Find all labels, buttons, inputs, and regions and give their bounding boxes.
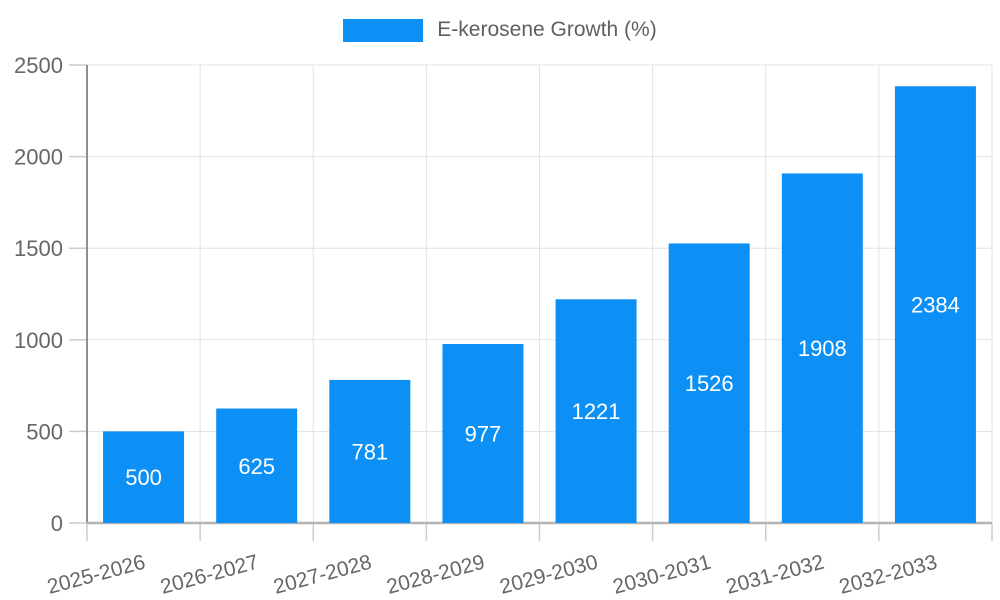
bar-value-label: 1526 — [685, 371, 734, 396]
bar[interactable] — [329, 379, 411, 523]
y-tick-label: 2500 — [14, 53, 63, 78]
y-tick-label: 500 — [26, 419, 63, 444]
bar-value-label: 625 — [238, 454, 275, 479]
bar[interactable] — [442, 344, 524, 523]
x-tick-label: 2025-2026 — [45, 551, 148, 599]
y-tick-label: 0 — [51, 511, 63, 536]
legend-swatch-icon — [343, 18, 424, 42]
bar-value-label: 1221 — [572, 399, 621, 424]
bar[interactable] — [894, 86, 976, 524]
chart-legend[interactable]: E-kerosene Growth (%) — [0, 18, 1000, 42]
y-tick-label: 2000 — [14, 145, 63, 170]
bar-value-label: 2384 — [911, 293, 960, 318]
bar-value-label: 781 — [351, 439, 388, 464]
bar[interactable] — [216, 408, 298, 524]
bar-value-label: 1908 — [798, 336, 847, 361]
x-tick-label: 2026-2027 — [158, 551, 261, 599]
x-tick-label: 2030-2031 — [611, 551, 714, 599]
bar-value-label: 977 — [465, 422, 502, 447]
x-tick-label: 2032-2033 — [837, 551, 940, 599]
legend-label: E-kerosene Growth (%) — [437, 18, 657, 41]
y-tick-label: 1500 — [14, 236, 63, 261]
x-tick-label: 2027-2028 — [271, 551, 374, 599]
bar[interactable] — [103, 431, 185, 523]
bar[interactable] — [781, 173, 863, 523]
bar[interactable] — [668, 243, 750, 523]
x-tick-label: 2028-2029 — [384, 551, 487, 599]
x-tick-label: 2031-2032 — [724, 551, 827, 599]
bar[interactable] — [555, 299, 637, 523]
y-tick-label: 1000 — [14, 328, 63, 353]
bar-value-label: 500 — [125, 465, 162, 490]
x-tick-label: 2029-2030 — [497, 551, 600, 599]
